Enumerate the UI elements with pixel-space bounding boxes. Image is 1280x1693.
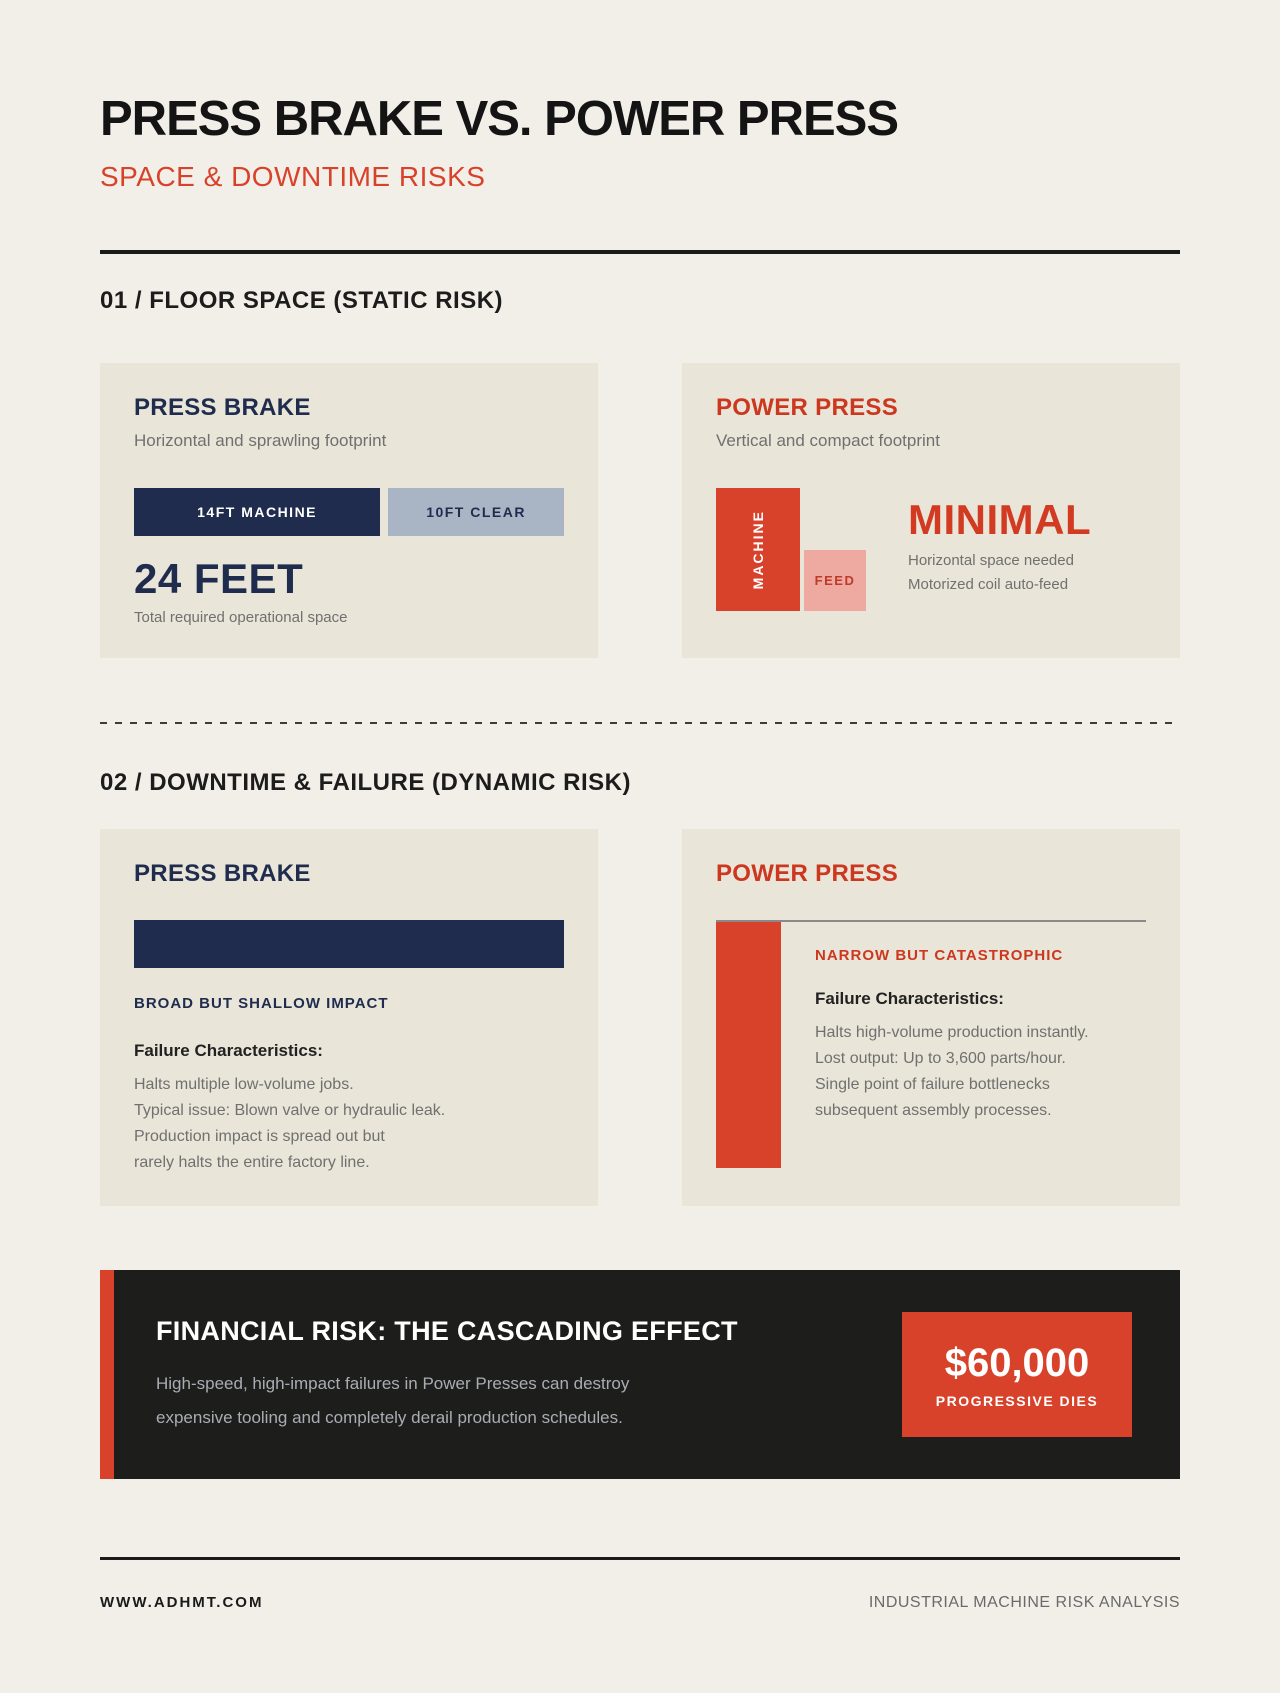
power-press-downtime-card: POWER PRESS NARROW BUT CATASTROPHIC Fail… — [682, 829, 1180, 1206]
narrow-impact-bar — [716, 922, 781, 1168]
banner-title: FINANCIAL RISK: THE CASCADING EFFECT — [156, 1315, 738, 1346]
power-press-title: POWER PRESS — [716, 394, 898, 421]
failure-line: Halts multiple low-volume jobs. — [134, 1076, 354, 1093]
narrow-impact-chart: NARROW BUT CATASTROPHIC Failure Characte… — [716, 920, 1146, 1168]
header-divider — [100, 250, 1180, 254]
footer: WWW.ADHMT.COM INDUSTRIAL MACHINE RISK AN… — [100, 1594, 1180, 1612]
failure-line: Lost output: Up to 3,600 parts/hour. — [815, 1050, 1066, 1067]
downtime-cards: PRESS BRAKE BROAD BUT SHALLOW IMPACT Fai… — [100, 829, 1180, 1206]
total-space-value: 24 FEET — [134, 555, 304, 602]
power-press-title: POWER PRESS — [716, 860, 898, 887]
feed-bar: FEED — [804, 550, 866, 611]
failure-line: subsequent assembly processes. — [815, 1102, 1052, 1119]
financial-risk-banner: FINANCIAL RISK: THE CASCADING EFFECT Hig… — [100, 1270, 1180, 1479]
minimal-value: MINIMAL — [908, 496, 1092, 543]
machine-bar-label: MACHINE — [750, 509, 766, 590]
total-space-caption: Total required operational space — [134, 609, 348, 626]
failure-line: Production impact is spread out but — [134, 1128, 385, 1145]
footer-website: WWW.ADHMT.COM — [100, 1594, 264, 1611]
press-brake-title: PRESS BRAKE — [134, 860, 311, 887]
section2-heading: 02 / DOWNTIME & FAILURE (DYNAMIC RISK) — [100, 769, 632, 796]
failure-characteristics-text: Halts high-volume production instantly. … — [815, 1020, 1089, 1124]
failure-characteristics-heading: Failure Characteristics: — [134, 1041, 323, 1060]
infographic-page: PRESS BRAKE VS. POWER PRESS SPACE & DOWN… — [100, 0, 1180, 1612]
failure-characteristics-heading: Failure Characteristics: — [815, 989, 1004, 1008]
footer-divider — [100, 1557, 1180, 1560]
minimal-caption-2: Motorized coil auto-feed — [908, 576, 1069, 593]
clearance-bar: 10FT CLEAR — [388, 488, 564, 536]
minimal-space-block: MINIMAL Horizontal space needed Motorize… — [908, 497, 1091, 611]
press-brake-downtime-card: PRESS BRAKE BROAD BUT SHALLOW IMPACT Fai… — [100, 829, 598, 1206]
dashed-divider — [100, 722, 1180, 724]
failure-characteristics-text: Halts multiple low-volume jobs. Typical … — [134, 1072, 564, 1176]
cost-caption: PROGRESSIVE DIES — [935, 1392, 1099, 1409]
press-brake-title: PRESS BRAKE — [134, 394, 311, 421]
power-press-description: Vertical and compact footprint — [716, 431, 940, 450]
broad-impact-label: BROAD BUT SHALLOW IMPACT — [134, 995, 389, 1012]
failure-line: rarely halts the entire factory line. — [134, 1154, 370, 1171]
banner-body-line: High-speed, high-impact failures in Powe… — [156, 1373, 630, 1393]
press-brake-floor-card: PRESS BRAKE Horizontal and sprawling foo… — [100, 363, 598, 658]
floor-space-cards: PRESS BRAKE Horizontal and sprawling foo… — [100, 363, 1180, 658]
machine-bar: 14FT MACHINE — [134, 488, 381, 536]
press-brake-description: Horizontal and sprawling footprint — [134, 431, 387, 450]
banner-body: High-speed, high-impact failures in Powe… — [156, 1367, 738, 1435]
narrow-impact-text: NARROW BUT CATASTROPHIC Failure Characte… — [815, 922, 1089, 1168]
banner-text-block: FINANCIAL RISK: THE CASCADING EFFECT Hig… — [156, 1315, 738, 1435]
section1-heading: 01 / FLOOR SPACE (STATIC RISK) — [100, 287, 504, 314]
cost-amount: $60,000 — [944, 1340, 1090, 1385]
machine-vertical-bar: MACHINE — [716, 488, 800, 611]
banner-body-line: expensive tooling and completely derail … — [156, 1407, 623, 1427]
failure-line: Single point of failure bottlenecks — [815, 1076, 1050, 1093]
page-title: PRESS BRAKE VS. POWER PRESS — [100, 92, 899, 146]
failure-line: Halts high-volume production instantly. — [815, 1024, 1089, 1041]
page-subtitle: SPACE & DOWNTIME RISKS — [100, 161, 486, 192]
failure-line: Typical issue: Blown valve or hydraulic … — [134, 1102, 446, 1119]
vertical-footprint-chart: MACHINE FEED MINIMAL Horizontal space ne… — [716, 488, 1146, 611]
footer-tagline: INDUSTRIAL MACHINE RISK ANALYSIS — [868, 1594, 1180, 1611]
broad-impact-bar — [134, 920, 564, 968]
minimal-caption-1: Horizontal space needed — [908, 552, 1074, 569]
cost-highlight-box: $60,000 PROGRESSIVE DIES — [902, 1312, 1132, 1437]
power-press-floor-card: POWER PRESS Vertical and compact footpri… — [682, 363, 1180, 658]
footprint-bar-chart: 14FT MACHINE 10FT CLEAR — [134, 488, 564, 536]
narrow-impact-label: NARROW BUT CATASTROPHIC — [815, 947, 1064, 964]
